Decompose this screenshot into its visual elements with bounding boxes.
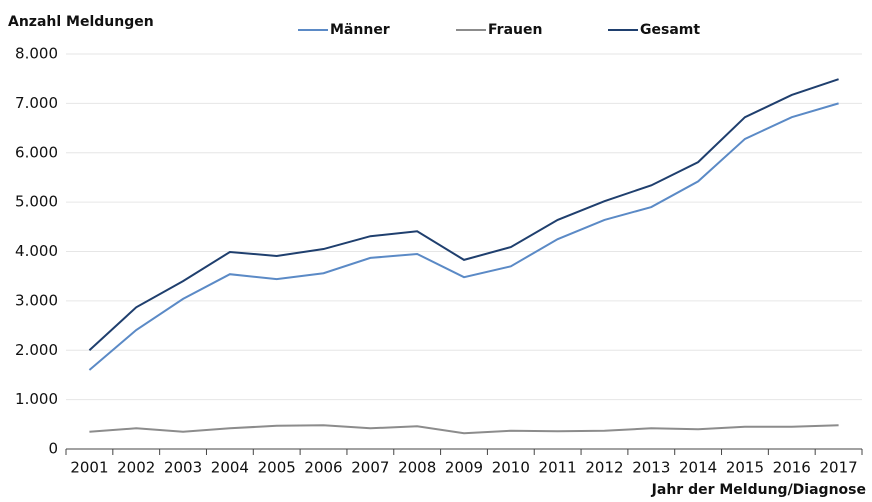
x-tick-label: 2002 bbox=[117, 459, 155, 477]
x-axis-title: Jahr der Meldung/Diagnose bbox=[651, 482, 866, 498]
x-tick-label: 2015 bbox=[726, 459, 764, 477]
x-tick-label: 2001 bbox=[70, 459, 108, 477]
series-line bbox=[88, 102, 839, 371]
y-axis-title: Anzahl Meldungen bbox=[8, 14, 154, 30]
x-tick-label: 2010 bbox=[492, 459, 530, 477]
x-tick-label: 2007 bbox=[351, 459, 389, 477]
legend-label: Gesamt bbox=[640, 22, 700, 38]
y-tick-label: 1.000 bbox=[15, 390, 58, 408]
x-tick-label: 2012 bbox=[585, 459, 623, 477]
y-tick-label: 3.000 bbox=[15, 291, 58, 309]
x-tick-label: 2014 bbox=[679, 459, 717, 477]
x-tick-label: 2004 bbox=[211, 459, 249, 477]
legend-label: Frauen bbox=[488, 22, 542, 38]
y-tick-label: 7.000 bbox=[15, 94, 58, 112]
x-tick-label: 2006 bbox=[304, 459, 342, 477]
y-tick-label: 4.000 bbox=[15, 242, 58, 260]
legend-label: Männer bbox=[330, 22, 390, 38]
x-tick-label: 2009 bbox=[445, 459, 483, 477]
y-tick-label: 0 bbox=[48, 440, 58, 458]
y-tick-label: 8.000 bbox=[15, 45, 58, 63]
y-tick-label: 2.000 bbox=[15, 341, 58, 359]
x-tick-label: 2005 bbox=[258, 459, 296, 477]
y-tick-label: 5.000 bbox=[15, 193, 58, 211]
x-tick-label: 2013 bbox=[632, 459, 670, 477]
x-tick-label: 2011 bbox=[539, 459, 577, 477]
series-line bbox=[88, 78, 839, 351]
x-tick-label: 2017 bbox=[819, 459, 857, 477]
y-tick-label: 6.000 bbox=[15, 143, 58, 161]
series-line bbox=[89, 424, 839, 435]
x-tick-label: 2003 bbox=[164, 459, 202, 477]
x-tick-label: 2008 bbox=[398, 459, 436, 477]
x-tick-label: 2016 bbox=[773, 459, 811, 477]
